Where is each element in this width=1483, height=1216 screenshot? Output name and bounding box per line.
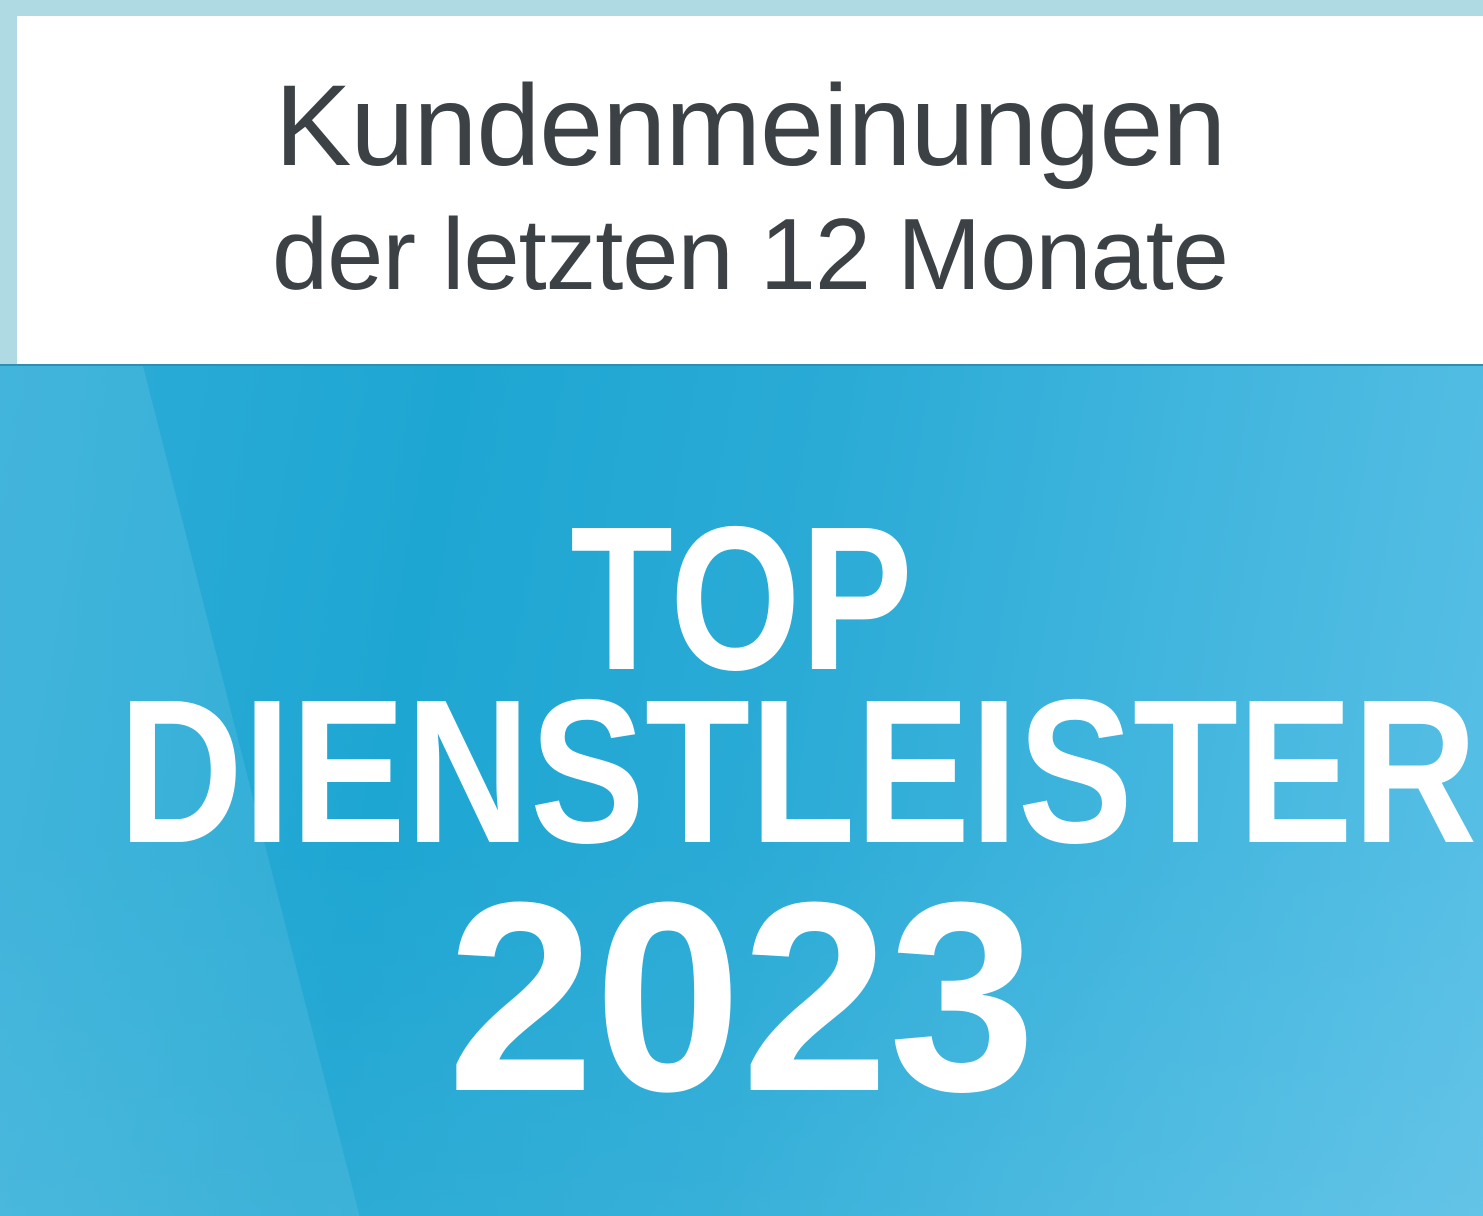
- seal-background: TOP DIENSTLEISTER 2023: [0, 364, 1483, 1216]
- seal-year: 2023: [447, 847, 1036, 1148]
- pale-frame-border: Kundenmeinungen der letzten 12 Monate: [0, 0, 1483, 364]
- seal-word-dienstleister: DIENSTLEISTER: [118, 657, 1478, 886]
- header-title: Kundenmeinungen: [274, 62, 1227, 190]
- seal-word-top: TOP: [570, 484, 913, 713]
- header-subtitle: der letzten 12 Monate: [272, 199, 1229, 311]
- header-panel: Kundenmeinungen der letzten 12 Monate: [17, 16, 1483, 364]
